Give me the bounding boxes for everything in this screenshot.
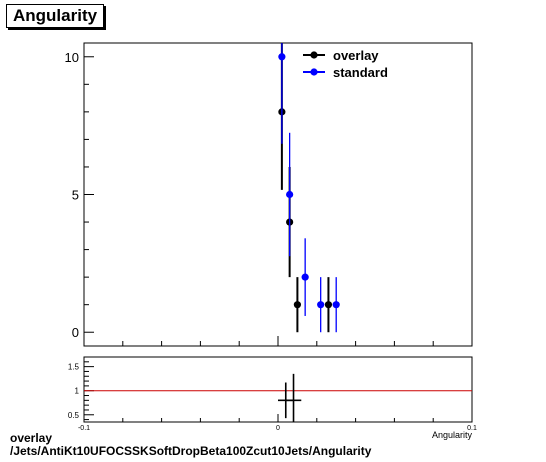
legend-label-standard: standard [333, 65, 388, 80]
legend-label-overlay: overlay [333, 48, 379, 63]
standard-point [278, 53, 286, 61]
ratio-y-tick-label: 1.5 [68, 363, 80, 372]
footer-line-2: /Jets/AntiKt10UFOCSSKSoftDropBeta100Zcut… [10, 444, 372, 458]
ratio-x-tick-label: 0.1 [467, 425, 477, 432]
legend: overlay standard [303, 48, 388, 80]
ratio-plot-marks [84, 373, 472, 422]
standard-point [301, 273, 309, 281]
ratio-y-tick-label: 0.5 [68, 411, 80, 420]
legend-swatch-marker-overlay [310, 51, 318, 59]
footer-line-1: overlay [10, 431, 53, 445]
main-y-tick-label: 5 [72, 188, 79, 203]
main-plot-frame [83, 42, 473, 347]
footer-caption: overlay /Jets/AntiKt10UFOCSSKSoftDropBet… [10, 432, 371, 458]
main-plot-marks [278, 43, 340, 333]
standard-point [317, 301, 325, 309]
ratio-y-tick-label: 1 [75, 387, 80, 396]
standard-point [332, 301, 340, 309]
overlay-point [293, 301, 301, 309]
ratio-plot-frame [83, 356, 473, 423]
overlay-point [324, 301, 333, 309]
legend-swatch-marker-standard [310, 68, 318, 76]
chart-title: Angularity [6, 4, 105, 28]
ratio-x-axis-title: Angularity [432, 430, 473, 440]
main-plot-area: 0 5 10 [65, 42, 473, 347]
standard-point [286, 190, 294, 199]
ratio-x-tick-label: 0 [276, 425, 280, 432]
ratio-x-tick-label: -0.1 [78, 425, 90, 432]
main-y-tick-label: 10 [65, 50, 79, 65]
main-y-tick-label: 0 [72, 325, 79, 340]
